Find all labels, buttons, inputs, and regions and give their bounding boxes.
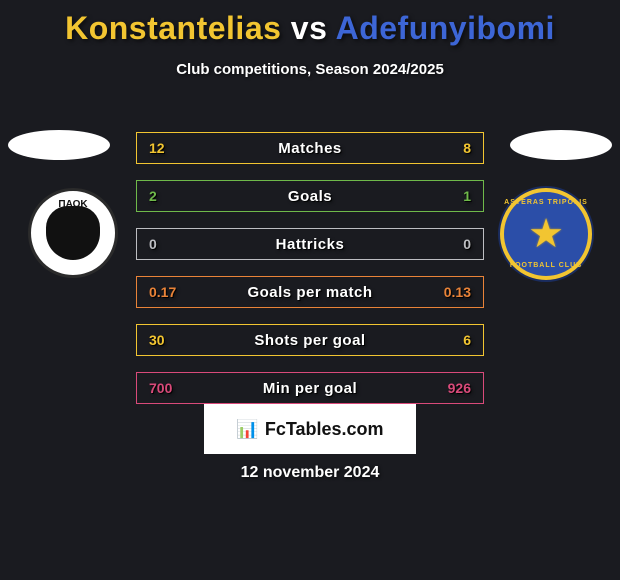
stat-row: 700 Min per goal 926: [136, 372, 484, 404]
stat-left-value: 0.17: [149, 284, 176, 300]
stat-right-value: 926: [448, 380, 471, 396]
subtitle: Club competitions, Season 2024/2025: [0, 61, 620, 78]
brand-text: FcTables.com: [265, 419, 384, 440]
team-right-crest: ASTERAS TRIPOLIS ★ FOOTBALL CLUB: [500, 188, 592, 280]
stats-list: 12 Matches 8 2 Goals 1 0 Hattricks 0 0.17 Goals pe…: [136, 132, 484, 420]
player-right-name: Adefunyibomi: [336, 10, 555, 46]
stat-right-value: 6: [463, 332, 471, 348]
stat-row: 0 Hattricks 0: [136, 228, 484, 260]
stat-label: Shots per goal: [254, 332, 365, 349]
comparison-card: Konstantelias vs Adefunyibomi Club compe…: [0, 10, 620, 580]
stat-left-value: 12: [149, 140, 165, 156]
stat-right-value: 8: [463, 140, 471, 156]
stat-right-value: 0: [463, 236, 471, 252]
stat-right-value: 0.13: [444, 284, 471, 300]
page-title: Konstantelias vs Adefunyibomi: [0, 10, 620, 47]
team-right-ring-bottom: FOOTBALL CLUB: [504, 262, 588, 269]
stat-label: Goals per match: [247, 284, 372, 301]
stat-left-value: 0: [149, 236, 157, 252]
eagle-icon: [46, 206, 100, 260]
player-left-shadow: [8, 130, 110, 160]
team-right-ring-top: ASTERAS TRIPOLIS: [504, 199, 588, 206]
stat-label: Hattricks: [276, 236, 345, 253]
brand-badge[interactable]: 📊 FcTables.com: [204, 404, 416, 454]
stat-right-value: 1: [463, 188, 471, 204]
chart-icon: 📊: [236, 419, 258, 440]
stat-label: Goals: [288, 188, 332, 205]
stat-left-value: 30: [149, 332, 165, 348]
team-left-crest: ΠΑΟΚ: [28, 188, 118, 278]
star-icon: ★: [528, 214, 564, 254]
stat-row: 0.17 Goals per match 0.13: [136, 276, 484, 308]
stat-row: 30 Shots per goal 6: [136, 324, 484, 356]
stat-label: Min per goal: [263, 380, 357, 397]
stat-left-value: 700: [149, 380, 172, 396]
player-right-shadow: [510, 130, 612, 160]
stat-left-value: 2: [149, 188, 157, 204]
vs-separator: vs: [291, 10, 328, 46]
comparison-date: 12 november 2024: [0, 464, 620, 482]
stat-row: 12 Matches 8: [136, 132, 484, 164]
stat-label: Matches: [278, 140, 342, 157]
player-left-name: Konstantelias: [65, 10, 281, 46]
stat-row: 2 Goals 1: [136, 180, 484, 212]
